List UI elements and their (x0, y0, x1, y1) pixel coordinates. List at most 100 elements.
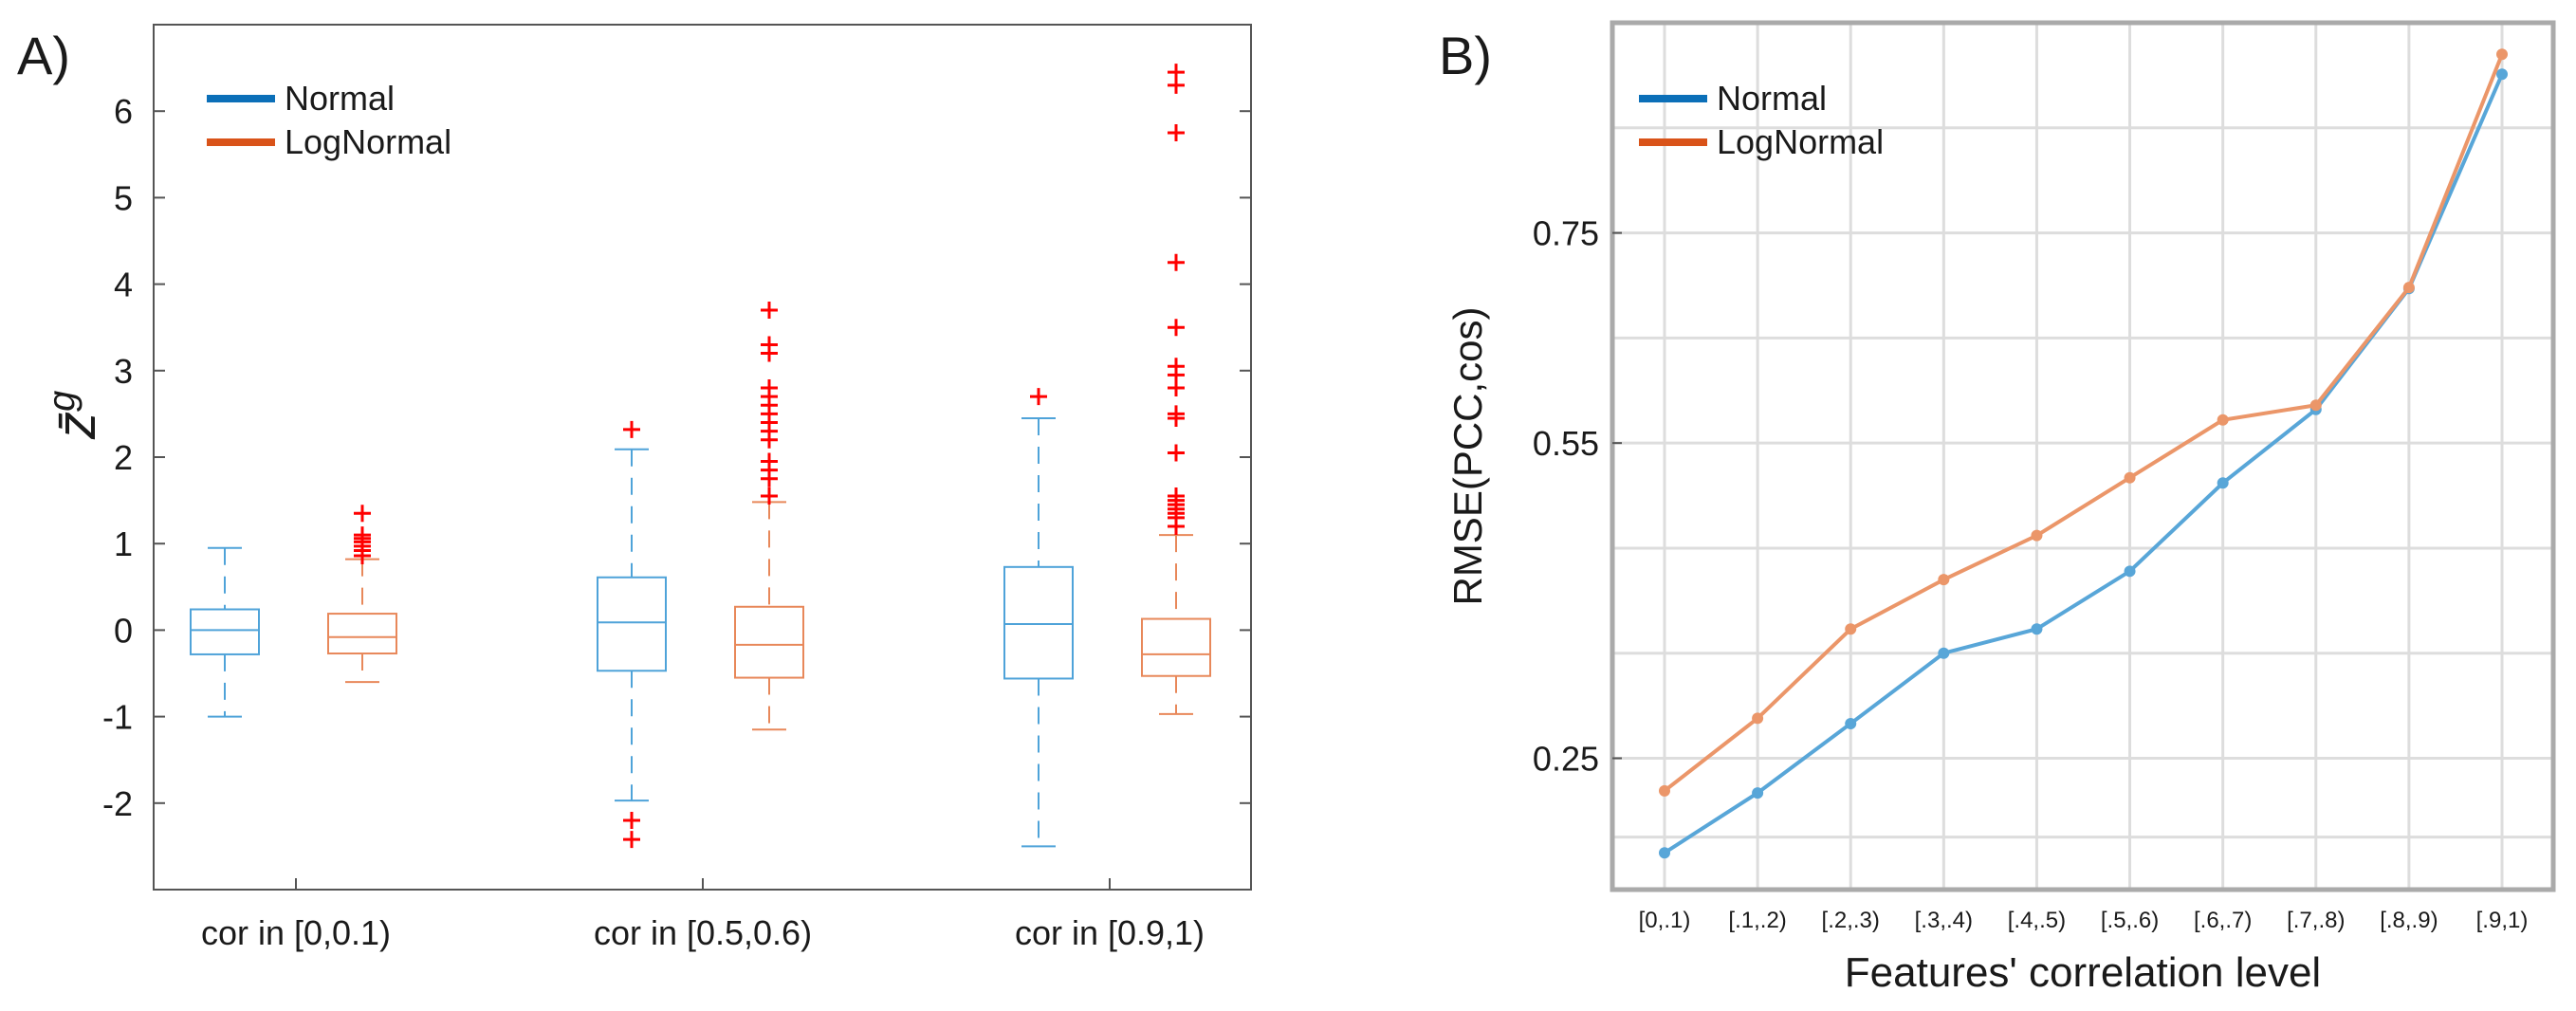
panel-a-y-axis-label-main: z̄ (46, 412, 107, 440)
panel-a-boxes (190, 64, 1211, 849)
box-iqr (597, 576, 667, 672)
panel-a-y-tick-label: -2 (102, 784, 133, 823)
panel-b-grid (1612, 23, 2553, 890)
outlier-marker (761, 487, 778, 506)
panel-b-x-tick-label: [.1,.2) (1728, 908, 1786, 933)
panel-b-x-tick-label: [.3,.4) (1915, 908, 1973, 933)
panel-b-x-axis-label: Features' correlation level (1845, 949, 2321, 996)
panel-b-x-tick-label: [.5,.6) (2101, 908, 2159, 933)
panel-a-y-tick-label: 2 (114, 438, 133, 477)
outlier-marker (1168, 124, 1185, 141)
outlier-marker (1168, 405, 1185, 423)
data-point-normal (2124, 565, 2136, 578)
panel-b-y-tick-label: 0.55 (1533, 424, 1599, 463)
outlier-marker (623, 831, 640, 849)
panel-a-legend: Normal LogNormal (207, 79, 451, 161)
box-lognormal-0 (327, 505, 397, 684)
box-iqr (1141, 617, 1211, 677)
box-iqr (327, 613, 397, 655)
panel-a-legend-lognormal-label: LogNormal (285, 122, 451, 161)
box-lognormal-2 (1141, 64, 1211, 715)
data-point-lognormal (2309, 399, 2322, 412)
panel-a-x-tick-label: cor in [0.9,1) (1015, 913, 1205, 952)
outlier-marker (1168, 253, 1185, 271)
box-normal-0 (190, 546, 260, 718)
series-line-normal (1663, 73, 2504, 855)
box-iqr (734, 605, 804, 679)
data-point-lognormal (2402, 282, 2415, 294)
data-point-normal (2217, 477, 2229, 489)
panel-b-x-tick-label: [.9,1) (2476, 908, 2529, 933)
data-point-lognormal (1659, 784, 1670, 797)
panel-a-y-tick-label: 3 (114, 352, 133, 391)
panel-b-series (1659, 48, 2508, 859)
panel-a-y-tick-label: 5 (114, 178, 133, 217)
outlier-marker (354, 505, 371, 523)
panel-b-x-tick-label: [.2,.3) (1822, 908, 1880, 933)
outlier-marker (1168, 444, 1185, 462)
data-point-normal (1938, 647, 1950, 659)
panel-b-x-tick-label: [.4,.5) (2008, 908, 2066, 933)
data-point-lognormal (1752, 712, 1764, 725)
panel-a-y-axis-label: z̄g (41, 391, 107, 440)
data-point-normal (2031, 623, 2043, 635)
box-normal-2 (1003, 388, 1074, 848)
panel-b-x-tick-label: [.6,.7) (2194, 908, 2252, 933)
panel-a-legend-normal-label: Normal (285, 79, 395, 118)
panel-b-label: B) (1439, 26, 1492, 85)
panel-a-y-tick-label: 0 (114, 611, 133, 650)
box-iqr (1003, 565, 1074, 680)
panel-b-legend-lognormal-label: LogNormal (1717, 122, 1884, 161)
panel-a-y-tick-label: 4 (114, 266, 133, 304)
box-lognormal-1 (734, 301, 804, 731)
data-point-normal (1845, 717, 1857, 729)
data-point-normal (1659, 847, 1670, 859)
outlier-marker (761, 336, 778, 354)
panel-b-x-ticks: [0,.1) [.1,.2) [.2,.3) [.3,.4) [.4,.5) [.5,.6… (1639, 908, 2529, 933)
panel-a-x-tick-label: cor in [0,0.1) (201, 913, 391, 952)
panel-b-x-tick-label: [0,.1) (1639, 908, 1691, 933)
outlier-marker (623, 420, 640, 438)
panel-a-y-tick-label: 1 (114, 524, 133, 563)
box-normal-1 (597, 420, 667, 849)
outlier-marker (761, 301, 778, 319)
panel-b-y-axis-label-text: RMSE(PCC,cos) (1445, 306, 1490, 605)
panel-b-plot-frame (1610, 20, 2556, 892)
panel-a-x-tick-label: cor in [0.5,0.6) (594, 913, 812, 952)
panel-b-legend-normal-label: Normal (1717, 79, 1827, 118)
panel-a-y-tick-label: -1 (102, 698, 133, 737)
outlier-marker (1168, 358, 1185, 376)
outlier-marker (1168, 319, 1185, 337)
data-point-lognormal (2124, 471, 2136, 484)
data-point-lognormal (1938, 574, 1950, 586)
outlier-marker (1168, 487, 1185, 506)
outlier-marker (761, 379, 778, 397)
svg-text:z̄g: z̄g (41, 391, 107, 440)
outlier-marker (761, 452, 778, 470)
panel-a-y-tick-label: 6 (114, 92, 133, 131)
panel-a-x-ticks: cor in [0,0.1) cor in [0.5,0.6) cor in [0.… (201, 878, 1205, 952)
panel-a-label: A) (17, 26, 70, 85)
panel-b-y-tick-label: 0.75 (1533, 214, 1599, 253)
panel-b-y-axis-label: RMSE(PCC,cos) (1445, 306, 1490, 605)
outlier-marker (1168, 64, 1185, 82)
outlier-marker (1030, 388, 1047, 406)
data-point-normal (2496, 68, 2508, 81)
panel-b-legend: Normal LogNormal (1639, 79, 1884, 161)
data-point-lognormal (1845, 623, 1857, 635)
panel-b-y-tick-label: 0.25 (1533, 740, 1599, 779)
panel-b-y-ticks: 0.25 0.55 0.75 (1533, 214, 1622, 779)
panel-b-line-chart: B) 0.25 0.55 0.75 [0,.1) [.1,.2) [.2,.3) [.3,… (1439, 20, 2556, 996)
series-line-lognormal (1663, 53, 2504, 793)
outlier-marker (354, 526, 371, 544)
panel-b-x-tick-label: [.8,.9) (2380, 908, 2438, 933)
data-point-lognormal (2496, 48, 2508, 61)
data-point-lognormal (2217, 414, 2229, 426)
panel-b-x-tick-label: [.7,.8) (2287, 908, 2345, 933)
panel-a-y-axis-label-superscript: g (41, 391, 83, 412)
outlier-marker (623, 812, 640, 830)
data-point-normal (1752, 787, 1764, 800)
panel-a-y-ticks: -2 -1 0 1 2 3 4 5 6 (102, 92, 1251, 823)
